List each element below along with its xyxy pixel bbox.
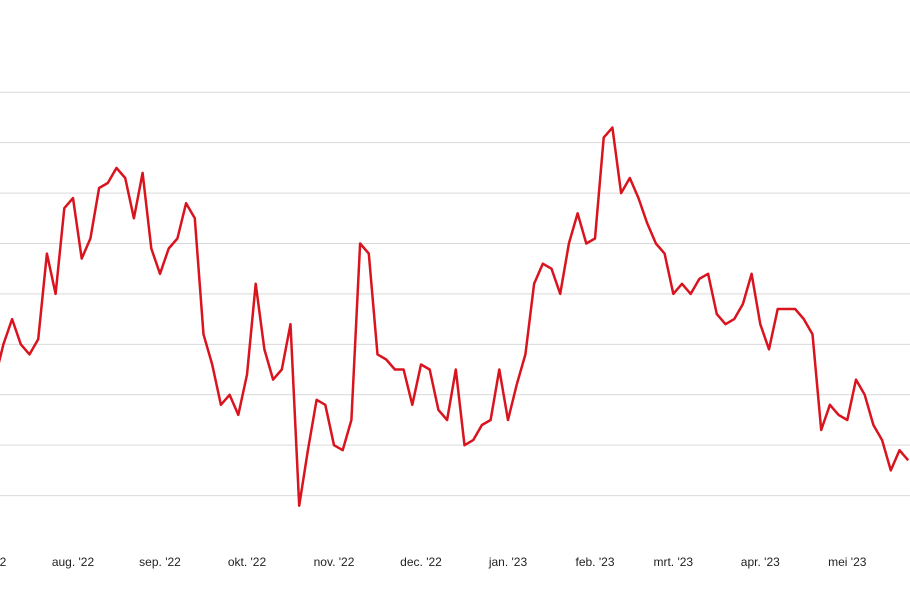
x-tick-label: jan. '23 <box>488 555 528 569</box>
x-tick-label: dec. '22 <box>400 555 442 569</box>
x-tick-label: apr. '23 <box>741 555 780 569</box>
x-tick-label: 2 <box>0 555 7 569</box>
x-tick-label: mrt. '23 <box>653 555 693 569</box>
x-tick-label: feb. '23 <box>576 555 615 569</box>
line <box>0 126 910 507</box>
x-tick-label: mei '23 <box>828 555 867 569</box>
x-tick-label: sep. '22 <box>139 555 181 569</box>
x-tick-label: nov. '22 <box>314 555 355 569</box>
x-tick-label: okt. '22 <box>228 555 267 569</box>
x-tick-label: aug. '22 <box>52 555 95 569</box>
